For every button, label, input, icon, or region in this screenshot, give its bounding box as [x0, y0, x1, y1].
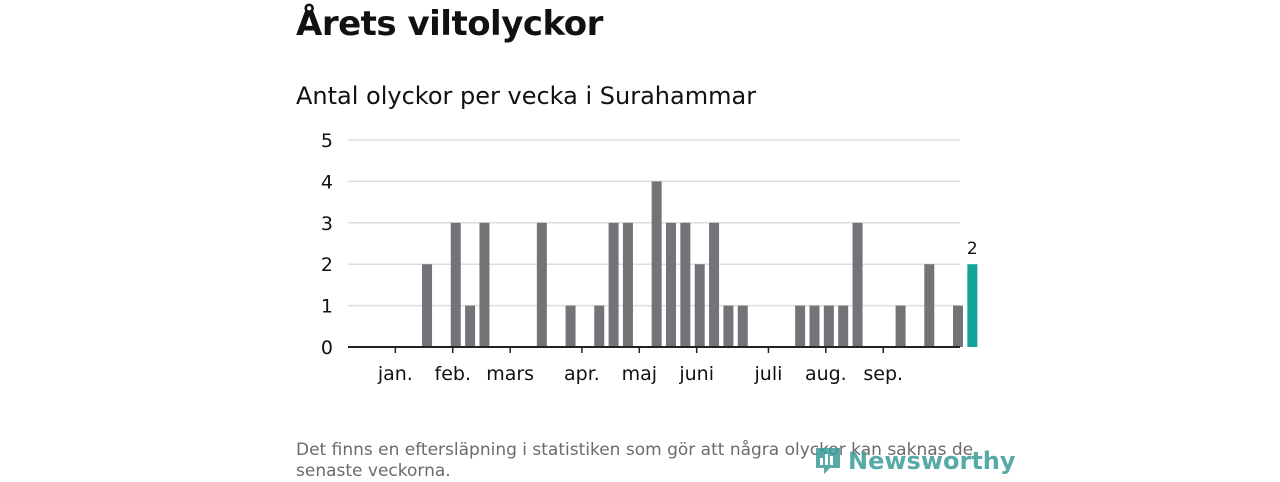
bar	[465, 305, 476, 347]
bar	[924, 264, 935, 347]
footnote: Det finns en eftersläpning i statistiken…	[296, 440, 974, 481]
newsworthy-logo-icon	[816, 448, 840, 474]
bar	[795, 305, 806, 347]
bar	[852, 222, 863, 347]
bar	[565, 305, 576, 347]
x-tick-label: juli	[754, 363, 783, 385]
bar	[694, 264, 705, 347]
x-tick-label: jan.	[377, 363, 413, 385]
data-label: 2	[967, 239, 978, 259]
x-tick-label: maj	[622, 363, 657, 385]
bar	[809, 305, 820, 347]
x-tick-label: mars	[486, 363, 534, 385]
bar	[536, 222, 547, 347]
bar	[479, 222, 490, 347]
bar	[838, 305, 849, 347]
bar	[622, 222, 633, 347]
bar	[422, 264, 433, 347]
bar	[723, 305, 734, 347]
y-tick-label: 1	[321, 296, 333, 318]
x-tick-label: apr.	[564, 363, 600, 385]
y-tick-label: 2	[321, 254, 333, 276]
bar	[953, 305, 963, 347]
bar	[709, 222, 720, 347]
y-tick-label: 5	[321, 130, 333, 152]
bar-chart: 0 1 2 3 4 5 2 jan. feb. mars apr. maj juni juli aug. se…	[321, 130, 978, 385]
bar	[594, 305, 605, 347]
y-tick-label: 4	[321, 171, 333, 193]
x-tick-label: aug.	[805, 363, 847, 385]
bar	[450, 222, 461, 347]
y-tick-label: 3	[321, 213, 333, 235]
bar	[823, 305, 834, 347]
bar	[666, 222, 676, 347]
y-tick-label: 0	[321, 337, 333, 359]
bar	[651, 181, 662, 347]
chart-subtitle: Antal olyckor per vecka i Surahammar	[296, 82, 757, 110]
x-tick-label: feb.	[435, 363, 471, 385]
bar	[608, 222, 619, 347]
highlight-bar	[967, 264, 978, 347]
logo-text: Newsworthy	[848, 447, 1016, 475]
bar	[737, 305, 748, 347]
newsworthy-logo: Newsworthy	[814, 446, 1016, 476]
x-tick-label: sep.	[863, 363, 903, 385]
x-tick-label: juni	[678, 363, 714, 385]
page-title: Årets viltolyckor	[296, 4, 603, 44]
bar	[895, 305, 906, 347]
bar	[680, 222, 691, 347]
